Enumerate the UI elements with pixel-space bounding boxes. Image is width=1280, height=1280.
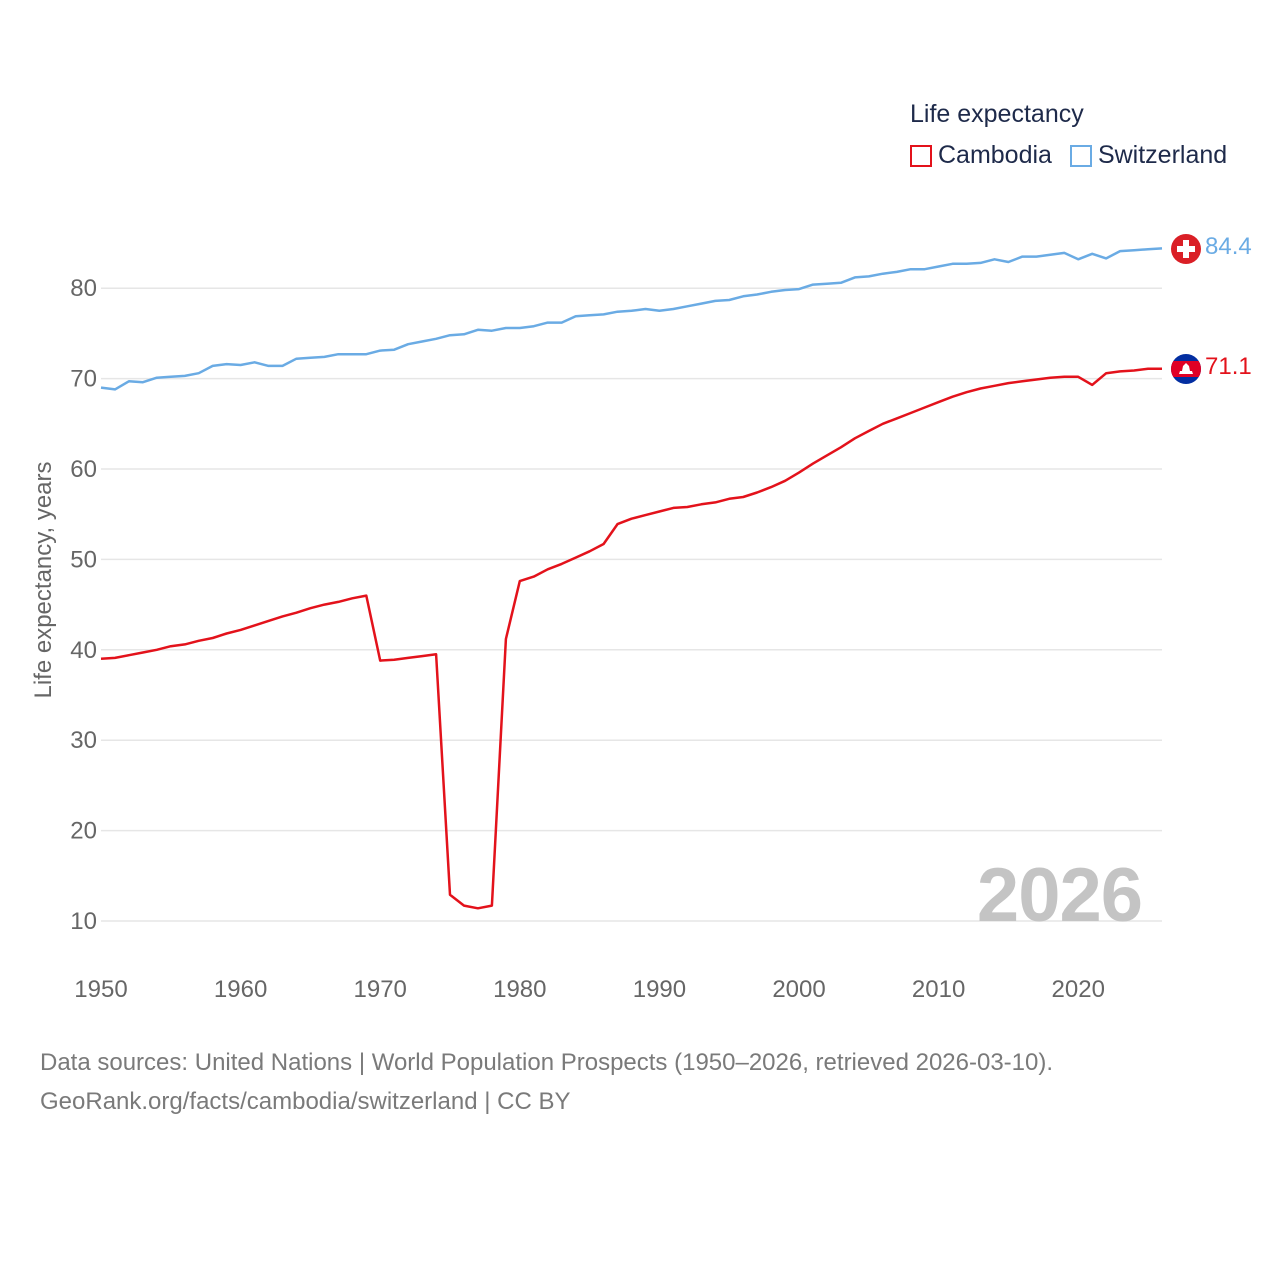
y-tick-label-80: 80: [70, 275, 97, 302]
series-line-switzerland: [100, 247, 1163, 391]
x-tick-label-1990: 1990: [633, 976, 686, 1003]
y-tick-label-60: 60: [70, 456, 97, 483]
series-line-cambodia: [100, 367, 1162, 910]
y-tick-label-30: 30: [70, 727, 97, 754]
y-tick-label-70: 70: [70, 366, 97, 393]
x-tick-label-1970: 1970: [354, 976, 407, 1003]
x-tick-label-2010: 2010: [912, 976, 965, 1003]
switzerland-flag-icon: [1171, 234, 1201, 264]
x-tick-label-1960: 1960: [214, 976, 267, 1003]
legend-title: Life expectancy: [910, 100, 1084, 128]
y-axis-label: Life expectancy, years: [30, 461, 57, 698]
footer-source: Data sources: United Nations | World Pop…: [40, 1043, 1053, 1121]
x-tick-label-1950: 1950: [74, 976, 127, 1003]
y-tick-label-20: 20: [70, 818, 97, 845]
x-axis-ticks: 1950 1960 1970 1980 1990 2000 2010 2020: [74, 976, 1105, 1003]
x-tick-label-2000: 2000: [772, 976, 825, 1003]
year-stamp: 2026: [976, 853, 1143, 938]
grid-lines: [101, 287, 1162, 922]
footer-line-link: GeoRank.org/facts/cambodia/switzerland |…: [40, 1088, 571, 1115]
legend-item-cambodia[interactable]: Cambodia: [910, 141, 1052, 170]
cambodia-end-label: 71.1: [1205, 353, 1252, 380]
legend: Cambodia Switzerland: [910, 141, 1227, 170]
y-axis-ticks: 10 20 30 40 50 60 70 80: [70, 275, 97, 935]
legend-swatch-cambodia: [910, 144, 932, 167]
footer-line-sources: Data sources: United Nations | World Pop…: [40, 1049, 1054, 1076]
legend-label-cambodia: Cambodia: [938, 141, 1052, 169]
series-lines: [100, 247, 1163, 910]
x-tick-label-1980: 1980: [493, 976, 546, 1003]
switzerland-end-label: 84.4: [1205, 233, 1252, 260]
y-tick-label-10: 10: [70, 908, 97, 935]
legend-item-switzerland[interactable]: Switzerland: [1069, 141, 1228, 170]
legend-swatch-switzerland: [1069, 144, 1092, 167]
y-tick-label-40: 40: [70, 637, 97, 664]
legend-label-switzerland: Switzerland: [1097, 141, 1228, 169]
cambodia-flag-icon: [1171, 354, 1201, 384]
y-tick-label-50: 50: [70, 546, 97, 573]
x-tick-label-2020: 2020: [1052, 976, 1105, 1003]
